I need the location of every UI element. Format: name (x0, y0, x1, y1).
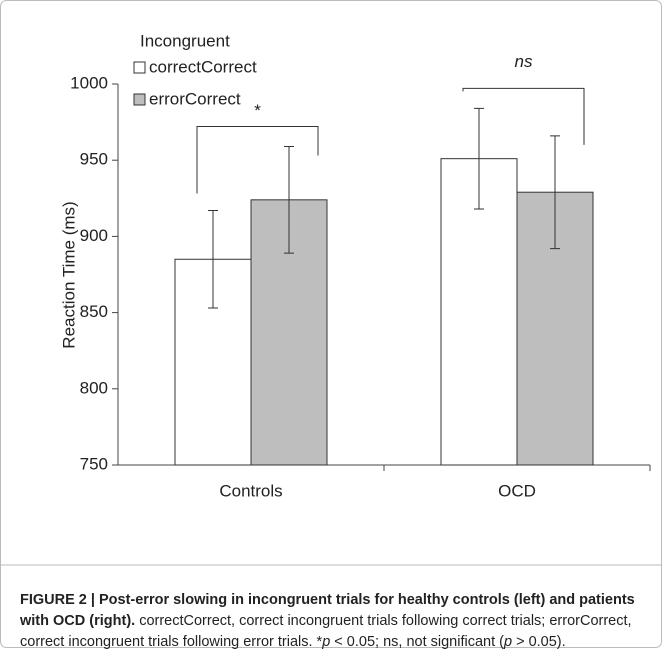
y-axis-label: Reaction Time (ms) (59, 201, 78, 348)
caption: FIGURE 2 | Post-error slowing in incongr… (20, 590, 650, 653)
x-tick-label: Controls (219, 481, 282, 500)
caption-text: < 0.05; ns, not significant ( (330, 634, 504, 650)
caption-text: p (503, 634, 513, 650)
legend-swatch (133, 61, 146, 74)
error-bar (208, 209, 218, 309)
caption-text: > 0.05). (512, 634, 566, 650)
significance-bracket (462, 87, 585, 145)
significance-bracket (196, 125, 319, 194)
annotation: * (254, 101, 261, 120)
caption-bold: FIGURE 2 | Post-error slowing in incongr… (20, 592, 635, 629)
y-tick-label: 900 (80, 226, 108, 245)
y-tick-label: 1000 (70, 73, 108, 92)
y-tick-label: 750 (80, 454, 108, 473)
x-tick-label: OCD (498, 481, 536, 500)
bar (440, 158, 518, 466)
error-bar (474, 107, 484, 210)
y-tick-label: 950 (80, 150, 108, 169)
caption-text: correctCorrect, correct incongruent tria… (20, 613, 632, 650)
annotation: ns (515, 52, 533, 71)
y-tick-label: 800 (80, 378, 108, 397)
error-bar (284, 145, 294, 254)
error-bar (550, 135, 560, 250)
legend-title: Incongruent (140, 31, 230, 50)
legend-label: correctCorrect (149, 57, 257, 76)
legend-label: errorCorrect (149, 89, 241, 108)
legend-swatch (133, 93, 146, 106)
caption-text: p (322, 634, 331, 650)
y-tick-label: 850 (80, 302, 108, 321)
